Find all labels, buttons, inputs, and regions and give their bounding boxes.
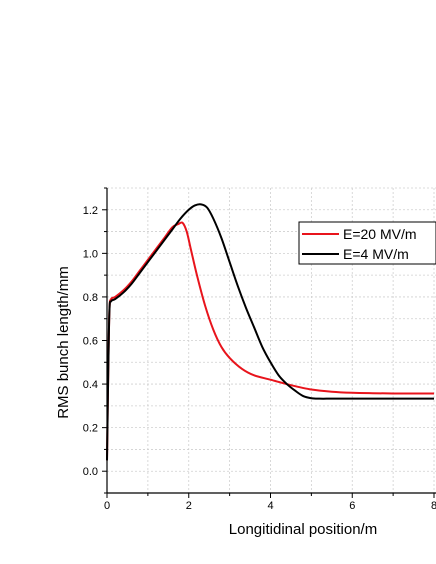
y-tick-label: 0.0	[83, 466, 98, 478]
tick-labels: 0 2 4 6 8 0.0 0.2 0.4 0.6 0.8 1.0 1.2	[83, 205, 436, 512]
x-tick-label: 2	[186, 500, 192, 512]
legend-label-0: E=20 MV/m	[343, 226, 417, 242]
axes	[102, 187, 436, 498]
x-tick-label: 0	[104, 500, 110, 512]
y-tick-label: 0.4	[83, 379, 98, 391]
y-tick-label: 0.6	[83, 336, 98, 348]
x-tick-label: 6	[349, 500, 355, 512]
x-axis-label: Longitidinal position/m	[229, 521, 377, 538]
legend-box	[298, 221, 436, 265]
legend: E=20 MV/m E=4 MV/m	[298, 221, 436, 265]
y-tick-label: 0.8	[83, 292, 98, 304]
y-tick-label: 0.2	[83, 423, 98, 435]
x-tick-label: 4	[267, 500, 273, 512]
x-tick-label: 8	[431, 500, 436, 512]
series-line-1	[106, 203, 434, 461]
series-line-0	[106, 221, 434, 461]
series-lines	[106, 203, 434, 461]
y-axis-label: RMS bunch length/mm	[55, 266, 72, 419]
y-tick-label: 1.2	[83, 205, 98, 217]
y-tick-label: 1.0	[83, 248, 98, 260]
legend-label-1: E=4 MV/m	[343, 246, 409, 262]
